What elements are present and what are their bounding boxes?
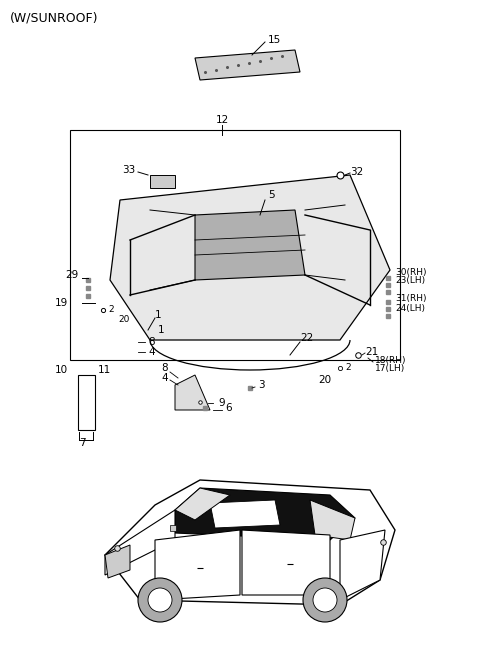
Text: 33: 33	[122, 165, 135, 175]
Text: 12: 12	[216, 115, 228, 125]
Text: 24(LH): 24(LH)	[395, 304, 425, 312]
Circle shape	[148, 588, 172, 612]
Text: 1: 1	[155, 310, 162, 320]
Text: 10: 10	[55, 365, 68, 375]
Polygon shape	[105, 545, 130, 578]
Polygon shape	[175, 375, 210, 410]
Circle shape	[313, 588, 337, 612]
Text: 31(RH): 31(RH)	[395, 293, 427, 302]
Text: (W/SUNROOF): (W/SUNROOF)	[10, 12, 98, 24]
Text: 30(RH): 30(RH)	[395, 268, 427, 277]
Text: 2: 2	[108, 306, 114, 314]
Polygon shape	[195, 50, 300, 80]
Text: 5: 5	[268, 190, 275, 200]
Polygon shape	[105, 510, 175, 575]
Text: 11: 11	[98, 365, 111, 375]
Text: 8: 8	[148, 337, 155, 347]
Text: 4: 4	[161, 373, 168, 383]
Text: 23(LH): 23(LH)	[395, 276, 425, 285]
Polygon shape	[175, 488, 230, 520]
Text: 15: 15	[268, 35, 281, 45]
Text: 17(LH): 17(LH)	[375, 363, 405, 373]
Polygon shape	[210, 500, 280, 528]
Text: 1: 1	[158, 325, 165, 335]
Polygon shape	[150, 175, 175, 188]
Polygon shape	[310, 500, 355, 540]
Text: 20: 20	[118, 316, 130, 325]
Polygon shape	[105, 480, 395, 605]
Text: 22: 22	[300, 333, 313, 343]
Text: 6: 6	[225, 403, 232, 413]
Polygon shape	[155, 530, 240, 600]
Text: 9: 9	[218, 398, 225, 408]
Circle shape	[138, 578, 182, 622]
Text: 8: 8	[161, 363, 168, 373]
Circle shape	[303, 578, 347, 622]
Text: 3: 3	[258, 380, 264, 390]
Polygon shape	[195, 210, 305, 280]
Polygon shape	[110, 175, 390, 340]
Text: 4: 4	[148, 347, 155, 357]
Text: 20: 20	[318, 375, 331, 385]
Polygon shape	[175, 488, 355, 540]
Text: 2: 2	[345, 363, 350, 373]
Polygon shape	[242, 530, 330, 595]
Text: 7: 7	[79, 438, 85, 448]
Polygon shape	[78, 375, 95, 430]
Text: 29: 29	[65, 270, 78, 280]
Text: 19: 19	[55, 298, 68, 308]
Bar	[70, 130, 400, 360]
Polygon shape	[340, 530, 385, 600]
Text: 32: 32	[350, 167, 363, 177]
Text: 21: 21	[365, 347, 378, 357]
Text: 18(RH): 18(RH)	[375, 356, 407, 365]
